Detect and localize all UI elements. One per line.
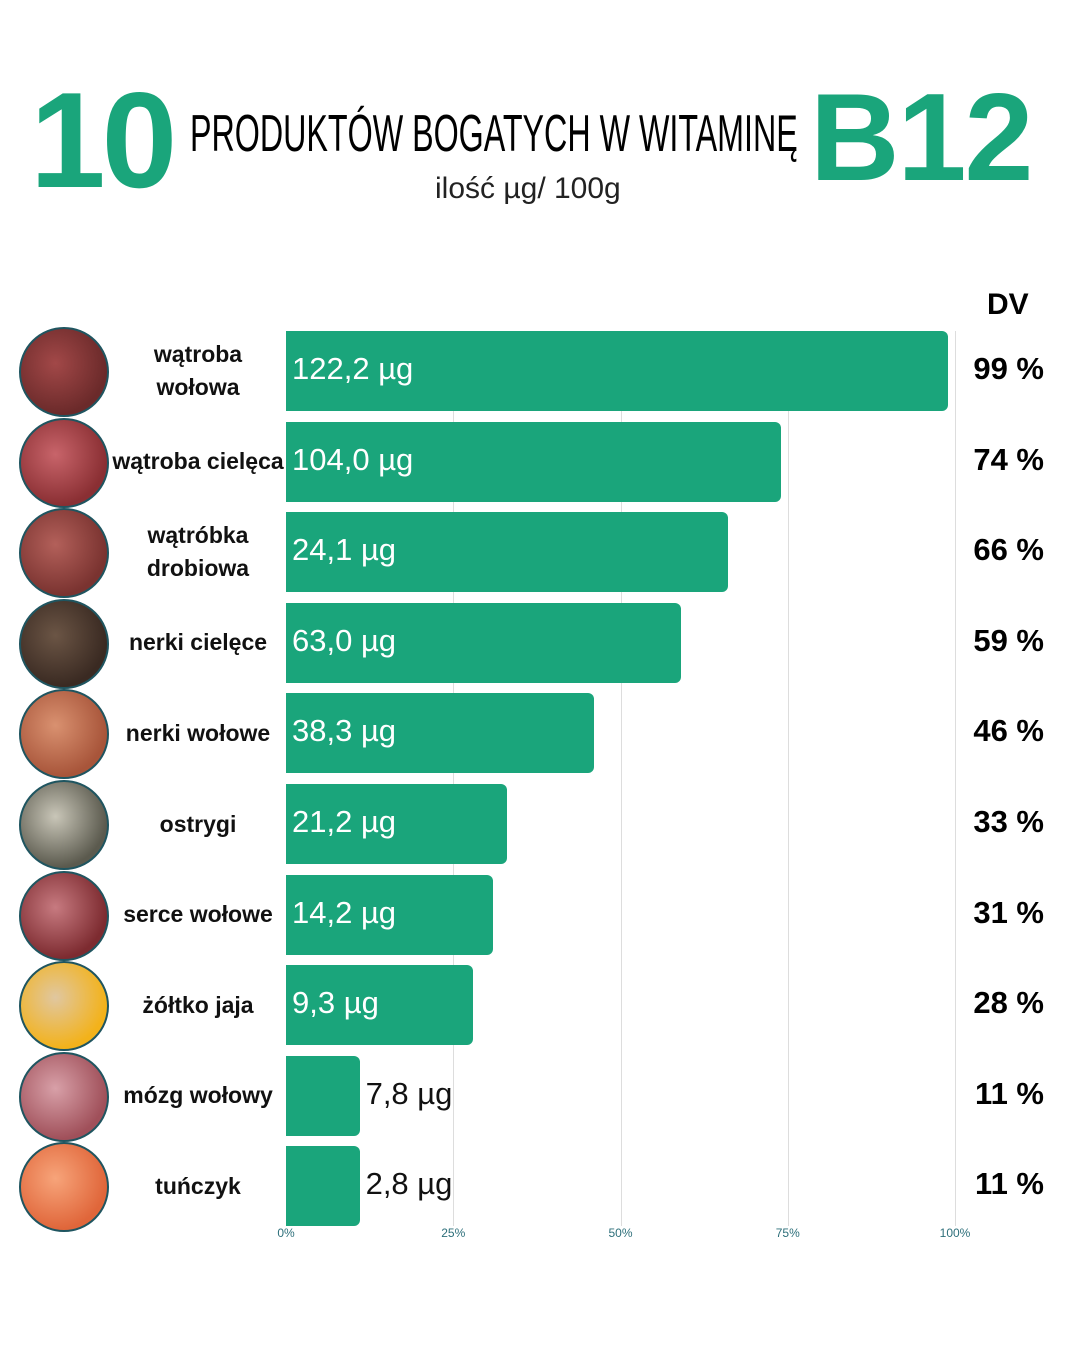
value-label: 122,2 µg xyxy=(292,351,414,386)
value-label: 104,0 µg xyxy=(292,441,414,477)
chart-row: tuńczyk 2,8 µg 11 % xyxy=(0,1142,1080,1233)
bar xyxy=(286,421,782,502)
chart-row: nerki cielęce 63,0 µg 59 % xyxy=(0,598,1080,689)
x-tick-label: 75% xyxy=(775,1226,800,1240)
dv-percent: 11 % xyxy=(975,1075,1044,1111)
bar xyxy=(286,693,594,774)
bar xyxy=(286,1146,360,1227)
x-tick-label: 25% xyxy=(441,1226,466,1240)
food-photo xyxy=(19,961,109,1052)
value-label: 24,1 µg xyxy=(292,532,397,568)
category-label: ostrygi xyxy=(159,810,237,837)
value-label: 9,3 µg xyxy=(292,985,379,1021)
bar xyxy=(286,602,681,683)
bar xyxy=(286,784,507,864)
chart-row: wątroba cielęca 104,0 µg 74 % xyxy=(0,417,1080,508)
category-label: żółtko jaja xyxy=(142,991,254,1018)
dv-percent: 74 % xyxy=(973,441,1044,477)
dv-percent: 46 % xyxy=(973,713,1044,749)
bar xyxy=(286,1055,360,1136)
food-photo xyxy=(19,508,109,599)
dv-percent: 31 % xyxy=(973,894,1044,930)
x-tick-label: 50% xyxy=(608,1226,633,1240)
gridline xyxy=(787,331,789,1226)
x-tick-label: 100% xyxy=(939,1226,971,1240)
category-label: nerki cielęce xyxy=(128,629,268,656)
bar xyxy=(286,874,494,955)
category-label: wątróbka drobiowa xyxy=(146,522,250,582)
dv-percent: 11 % xyxy=(975,1166,1044,1202)
chart-row: żółtko jaja 9,3 µg 28 % xyxy=(0,961,1080,1052)
category-label: wątroba cielęca xyxy=(112,448,284,475)
headline-number: 10 xyxy=(30,64,177,216)
category-label: serce wołowe xyxy=(123,901,273,928)
gridline xyxy=(955,331,956,1226)
chart-row: wątróbka drobiowa 24,1 µg 66 % xyxy=(0,508,1080,599)
food-photo xyxy=(19,1051,109,1142)
page-title: PRODUKTÓW BOGATYCH W WITAMINĘ xyxy=(190,105,798,163)
dv-percent: 99 % xyxy=(973,351,1044,386)
dv-percent: 28 % xyxy=(973,985,1044,1021)
gridline xyxy=(620,331,622,1226)
dv-percent: 59 % xyxy=(973,622,1044,658)
subtitle: ilość µg/ 100g xyxy=(435,172,621,205)
bar xyxy=(286,965,474,1046)
vitamin-name: B12 xyxy=(810,69,1033,207)
food-photo xyxy=(19,1142,109,1233)
food-photo xyxy=(19,780,109,870)
food-photo xyxy=(19,417,109,508)
food-photo xyxy=(19,598,109,689)
food-photo xyxy=(19,689,109,780)
chart-row: mózg wołowy 7,8 µg 11 % xyxy=(0,1051,1080,1142)
value-label: 38,3 µg xyxy=(292,713,397,749)
value-label: 63,0 µg xyxy=(292,622,397,658)
food-photo xyxy=(19,327,109,417)
bar xyxy=(286,512,728,593)
bar xyxy=(286,331,949,411)
chart-row: nerki wołowe 38,3 µg 46 % xyxy=(0,689,1080,780)
x-tick-label: 0% xyxy=(277,1226,295,1240)
chart-row: serce wołowe 14,2 µg 31 % xyxy=(0,870,1080,961)
dv-header: DV xyxy=(987,288,1029,321)
chart-row: ostrygi 21,2 µg 33 % xyxy=(0,780,1080,870)
category-label: tuńczyk xyxy=(155,1172,241,1199)
value-label: 21,2 µg xyxy=(292,804,397,839)
gridline xyxy=(453,331,455,1226)
value-label-outside: 2,8 µg xyxy=(365,1166,453,1202)
category-label: nerki wołowe xyxy=(125,719,271,746)
value-label: 14,2 µg xyxy=(292,894,397,930)
category-label: wątroba wołowa xyxy=(153,341,243,400)
category-label: mózg wołowy xyxy=(123,1082,273,1109)
dv-percent: 33 % xyxy=(973,804,1044,839)
chart-row: wątroba wołowa 122,2 µg 99 % xyxy=(0,327,1080,417)
dv-percent: 66 % xyxy=(973,532,1044,568)
food-photo xyxy=(19,870,109,961)
value-label-outside: 7,8 µg xyxy=(365,1075,453,1111)
